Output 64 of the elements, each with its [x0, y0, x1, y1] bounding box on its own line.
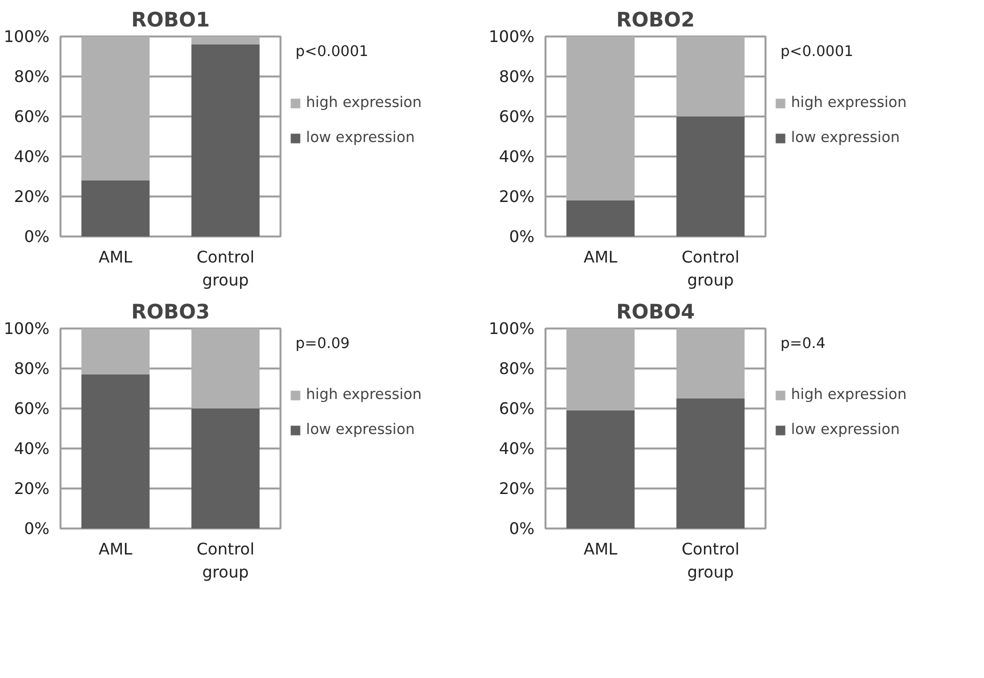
bar [566, 36, 635, 200]
y-tick-label: 100% [4, 319, 50, 338]
legend-label: low expression [791, 129, 900, 146]
y-tick-label: 60% [498, 399, 534, 418]
y-tick-label: 80% [498, 359, 534, 378]
bar [81, 374, 150, 528]
x-tick-label: Control group [682, 540, 740, 582]
y-tick-label: 0% [509, 519, 535, 538]
bar [676, 328, 745, 398]
chart-title: ROBO3 [131, 300, 210, 324]
y-tick-label: 20% [498, 479, 534, 498]
y-tick-label: 20% [14, 479, 50, 498]
legend-label: low expression [791, 421, 900, 438]
chart-title: ROBO1 [131, 8, 210, 32]
bar [676, 36, 745, 116]
y-tick-label: 20% [498, 187, 534, 206]
x-tick-label: AML [584, 540, 618, 558]
bar [566, 410, 635, 528]
legend-label: high expression [306, 94, 422, 111]
y-tick-label: 80% [14, 359, 50, 378]
chart-title: ROBO2 [616, 8, 695, 32]
bar [191, 44, 260, 236]
y-tick-label: 40% [14, 439, 50, 458]
y-tick-label: 0% [24, 227, 50, 246]
x-tick-label: Control group [682, 248, 740, 290]
y-tick-label: 0% [509, 227, 535, 246]
y-tick-label: 20% [14, 187, 50, 206]
text: p<0.0001 [296, 43, 368, 60]
bar [81, 36, 150, 180]
bar [81, 328, 150, 374]
bar [191, 408, 260, 528]
text: p=0.4 [780, 335, 826, 352]
bar [191, 36, 260, 44]
y-tick-label: 100% [488, 319, 535, 338]
y-tick-label: 80% [498, 67, 534, 86]
x-tick-label: Control group [196, 540, 254, 582]
y-tick-label: 100% [4, 27, 50, 46]
text: p=0.09 [296, 335, 350, 352]
bar [566, 328, 635, 410]
x-tick-label: AML [584, 248, 618, 266]
chart-title: ROBO4 [616, 300, 695, 324]
y-tick-label: 60% [14, 399, 50, 418]
bar [81, 180, 150, 236]
bar [676, 398, 745, 528]
legend-label: high expression [306, 386, 422, 403]
y-tick-label: 40% [14, 147, 50, 166]
legend-label: low expression [306, 421, 415, 438]
y-tick-label: 60% [14, 107, 50, 126]
bar [191, 328, 260, 408]
y-tick-label: 40% [498, 147, 534, 166]
legend-label: low expression [306, 129, 415, 146]
y-tick-label: 40% [498, 439, 534, 458]
x-tick-label: AML [98, 540, 132, 558]
y-tick-label: 60% [498, 107, 534, 126]
y-tick-label: 100% [488, 27, 535, 46]
text: p<0.0001 [780, 43, 854, 60]
bar [676, 116, 745, 236]
y-tick-label: 0% [24, 519, 50, 538]
y-tick-label: 80% [14, 67, 50, 86]
bar [566, 200, 635, 236]
legend-label: high expression [791, 386, 907, 403]
x-tick-label: AML [98, 248, 132, 266]
x-tick-label: Control group [196, 248, 254, 290]
legend-label: high expression [791, 94, 907, 111]
